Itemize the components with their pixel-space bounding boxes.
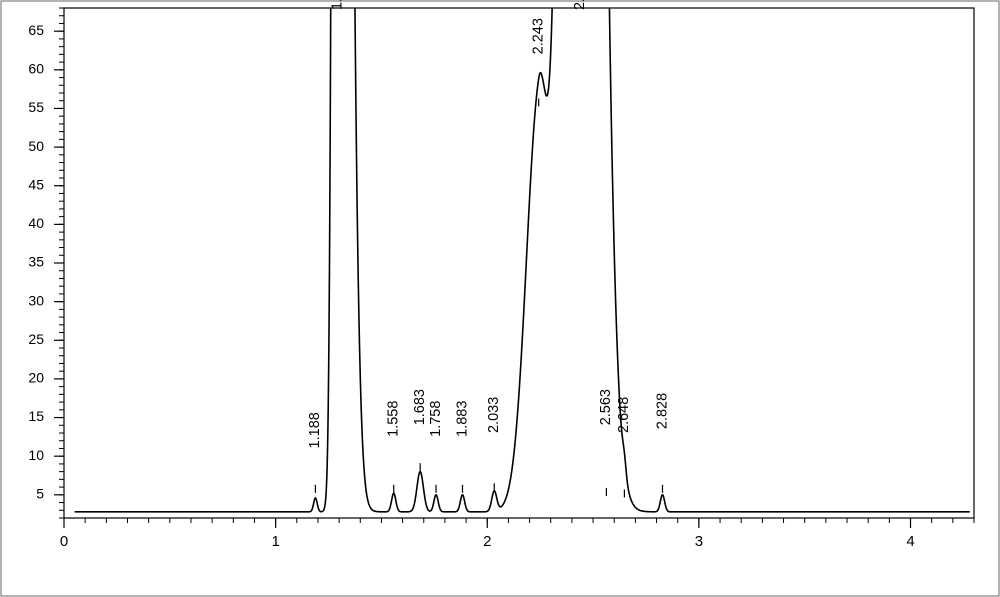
y-tick-label: 10: [28, 447, 44, 463]
chromatogram-plot: 5 10 15 20 25 30 35 40 45 50 55 60 65 0 1 2 3 4 1.188 1.293…: [0, 0, 1000, 597]
y-tick-label: 50: [28, 138, 44, 154]
peak-label: 2.648: [616, 397, 632, 433]
y-tick-label: 30: [28, 292, 44, 308]
x-tick-label: 0: [60, 533, 68, 550]
peak-label: 1.558: [386, 401, 402, 437]
peak-label: 2.563: [598, 389, 614, 425]
y-tick-label: 25: [28, 331, 44, 347]
x-tick-label: 2: [483, 533, 491, 550]
y-tick-label: 65: [28, 22, 44, 38]
peak-label: 2.438: [572, 0, 588, 10]
peak-label: 2.243: [531, 18, 547, 54]
peak-label: 1.188: [307, 412, 323, 448]
y-tick-label: 5: [36, 486, 44, 502]
x-tick-label: 4: [906, 533, 914, 550]
peak-label: 1.293: [329, 0, 345, 10]
y-tick-label: 55: [28, 99, 44, 115]
peak-label: 2.828: [654, 393, 670, 429]
y-tick-label: 15: [28, 408, 44, 424]
peak-label: 1.683: [412, 389, 428, 425]
peak-label: 1.758: [428, 401, 444, 437]
y-tick-label: 35: [28, 254, 44, 270]
peak-label: 1.883: [454, 401, 470, 437]
y-tick-label: 20: [28, 370, 44, 386]
x-tick-label: 1: [271, 533, 279, 550]
y-tick-label: 45: [28, 176, 44, 192]
y-tick-label: 60: [28, 61, 44, 77]
peak-label: 2.033: [486, 397, 502, 433]
x-tick-label: 3: [695, 533, 703, 550]
y-tick-label: 40: [28, 215, 44, 231]
